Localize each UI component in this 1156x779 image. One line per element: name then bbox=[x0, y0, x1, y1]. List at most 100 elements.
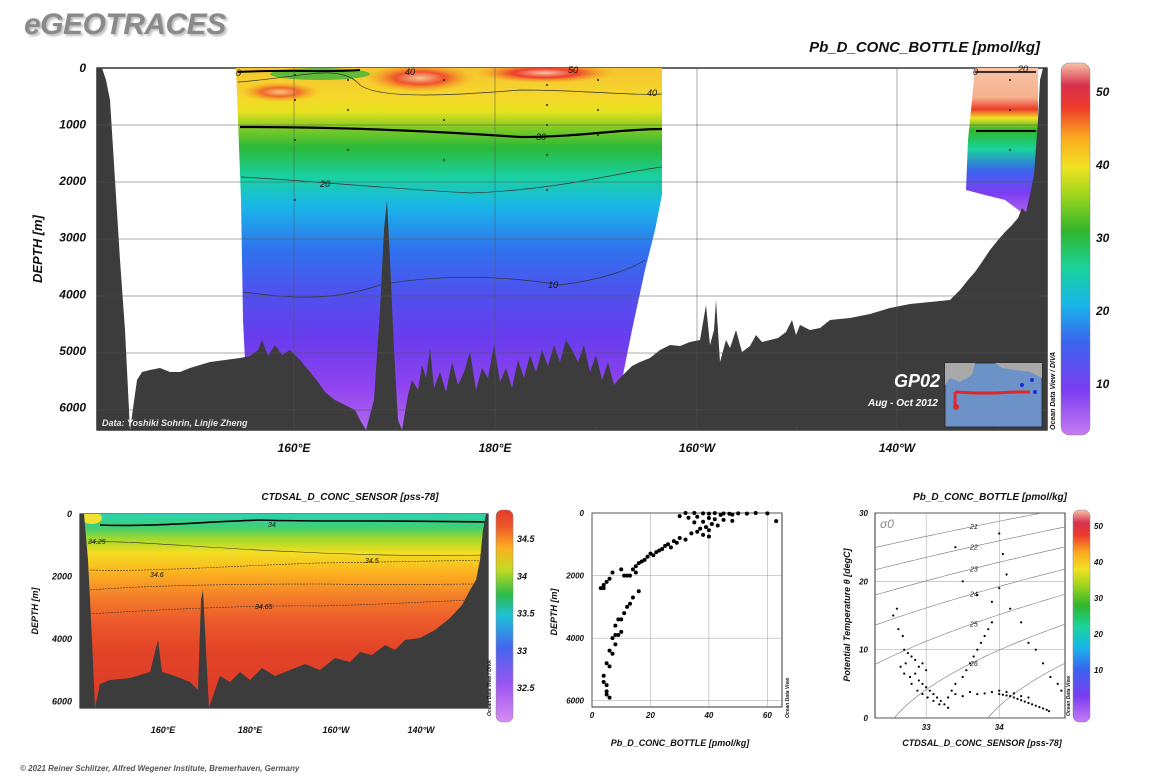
pb-y-tick-label: 3000 bbox=[59, 231, 86, 245]
ts-point bbox=[910, 655, 913, 658]
pb-hotspot-2 bbox=[365, 68, 475, 92]
contour-10 bbox=[242, 259, 646, 298]
ts-colorbar-tick-label: 30 bbox=[1094, 594, 1103, 603]
ts-point bbox=[1016, 697, 1019, 700]
ts-points bbox=[892, 532, 1063, 713]
ts-colorbar-tick-label: 40 bbox=[1093, 558, 1103, 567]
ts-point bbox=[1020, 695, 1023, 698]
isopycnal-line bbox=[875, 526, 1065, 571]
salinity-contour-34-65 bbox=[89, 599, 488, 615]
pb-y-axis-label: DEPTH [m] bbox=[30, 214, 45, 283]
profile-point bbox=[604, 579, 609, 584]
ts-y-ticks: 0 10 20 30 bbox=[858, 509, 868, 723]
profile-point bbox=[601, 679, 606, 684]
ts-point bbox=[917, 665, 920, 668]
profile-point bbox=[695, 514, 700, 519]
contour-30 bbox=[239, 125, 663, 139]
ts-point bbox=[987, 628, 990, 631]
pb-x-tick-label: 160°W bbox=[679, 441, 717, 455]
isopycnal-line bbox=[875, 546, 1065, 596]
ts-isopycnals: 21 22 23 24 25 26 bbox=[875, 513, 1065, 718]
salinity-contour-34-25 bbox=[87, 541, 488, 556]
pb-colorbar-label: Ocean Data View / DIVA bbox=[1050, 352, 1057, 430]
ts-point bbox=[1034, 648, 1037, 651]
ts-point bbox=[943, 703, 946, 706]
pb-colorbar-tick-label: 40 bbox=[1095, 158, 1110, 172]
profile-point bbox=[706, 516, 711, 521]
ts-colorbar-label: Ocean Data View bbox=[1066, 675, 1072, 716]
profile-y-axis-label: DEPTH [m] bbox=[549, 587, 559, 635]
pb-y-tick-label: 5000 bbox=[59, 344, 86, 358]
ts-x-axis-label: CTDSAL_D_CONC_SENSOR [pss-78] bbox=[902, 738, 1063, 748]
ts-point bbox=[921, 692, 924, 696]
pb-y-tick-label: 0 bbox=[79, 61, 86, 75]
isopycnal-line bbox=[875, 568, 1065, 626]
isopycnal-label: 25 bbox=[969, 622, 978, 629]
salinity-colorbar bbox=[495, 509, 514, 723]
ts-point bbox=[976, 648, 979, 651]
ts-point bbox=[1031, 703, 1034, 706]
ts-title: Pb_D_CONC_BOTTLE [pmol/kg] bbox=[913, 492, 1068, 503]
ts-colorbar-tick-label: 10 bbox=[1094, 666, 1103, 675]
pb-x-tick-label: 160°E bbox=[278, 441, 312, 455]
profile-point bbox=[601, 673, 606, 678]
profile-x-tick-label: 0 bbox=[590, 711, 595, 720]
profile-point bbox=[613, 623, 618, 628]
ts-point bbox=[990, 600, 994, 603]
profile-point bbox=[607, 664, 612, 669]
profile-point bbox=[604, 683, 609, 688]
pb-x-tick-label: 180°E bbox=[479, 441, 513, 455]
salinity-x-ticks: 160°E 180°E 160°W 140°W bbox=[151, 725, 436, 735]
profile-point bbox=[613, 642, 618, 647]
isopycnal-line bbox=[875, 513, 1044, 548]
profile-point bbox=[677, 536, 682, 541]
ts-point bbox=[895, 607, 899, 610]
ts-point bbox=[1056, 682, 1059, 685]
pb-hotspot-1 bbox=[475, 68, 615, 83]
pb-colorbar-tick-label: 10 bbox=[1096, 377, 1110, 391]
ts-point bbox=[983, 634, 986, 638]
pb-colorbar-tick-label: 20 bbox=[1095, 304, 1110, 318]
salinity-contour-34-6 bbox=[89, 583, 488, 591]
ts-point bbox=[910, 682, 913, 685]
ts-point bbox=[899, 665, 902, 668]
ts-point bbox=[954, 692, 957, 696]
profile-point bbox=[610, 570, 615, 575]
ts-point bbox=[1012, 696, 1015, 699]
profile-point bbox=[604, 661, 609, 666]
ts-point bbox=[1005, 573, 1008, 576]
profile-point bbox=[706, 511, 711, 516]
ts-y-tick-label: 0 bbox=[864, 714, 869, 723]
profile-point bbox=[642, 557, 647, 562]
ts-point bbox=[901, 634, 904, 638]
ts-point bbox=[925, 686, 928, 689]
profile-point bbox=[721, 517, 726, 522]
profile-point bbox=[674, 540, 679, 545]
ts-point bbox=[1027, 701, 1030, 705]
ts-point bbox=[1020, 699, 1023, 702]
ts-point bbox=[954, 546, 957, 549]
ts-point bbox=[1005, 694, 1008, 697]
ts-point bbox=[1009, 607, 1012, 610]
ts-point bbox=[908, 675, 912, 679]
profile-y-ticks: 0 2000 4000 6000 bbox=[565, 509, 584, 706]
ts-point bbox=[904, 662, 907, 665]
profile-point bbox=[663, 543, 668, 548]
ts-point bbox=[892, 614, 895, 617]
profile-point bbox=[657, 548, 662, 553]
ts-point bbox=[946, 706, 950, 709]
ts-point bbox=[968, 662, 972, 665]
profile-point bbox=[753, 511, 758, 515]
profile-point bbox=[701, 519, 706, 524]
pb-y-tick-label: 2000 bbox=[58, 174, 86, 188]
ts-point bbox=[917, 679, 920, 682]
pb-profile-plot: 0 2000 4000 6000 0 20 40 60 Pb_D_CONC_BOTTLE [… bbox=[549, 509, 791, 748]
salinity-contour-34 bbox=[99, 519, 488, 527]
profile-point bbox=[601, 582, 606, 587]
salinity-title: CTDSAL_D_CONC_SENSOR [pss-78] bbox=[261, 492, 439, 503]
ts-x-tick-label: 33 bbox=[922, 723, 931, 732]
ts-y-tick-label: 20 bbox=[858, 577, 868, 586]
salinity-colorbar-label: Ocean Data View / DIVA bbox=[487, 660, 493, 716]
profile-point bbox=[598, 586, 603, 591]
